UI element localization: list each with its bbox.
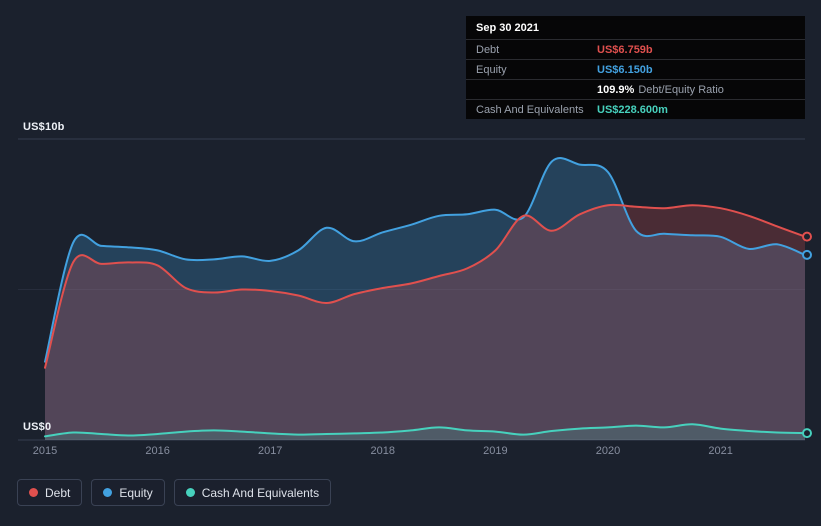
cash-line [44,423,806,438]
x-tick-label: 2018 [371,445,395,457]
equity-area [45,158,805,440]
tooltip-ratio-value-group: 109.9% Debt/Equity Ratio [597,84,724,96]
x-tick-label: 2017 [258,445,282,457]
cash-dot-icon [185,488,195,497]
tooltip-equity-row: Equity US$6.150b [466,60,805,80]
x-tick-label: 2019 [483,445,507,457]
cash-end-marker[interactable] [802,428,812,439]
tooltip-debt-row: Debt US$6.759b [466,40,805,60]
equity-end-marker[interactable] [802,249,812,260]
tooltip-equity-label: Equity [476,63,507,76]
tooltip-debt-value: US$6.759b [597,43,653,56]
legend-item-debt[interactable]: Debt [17,479,83,506]
tooltip-equity-value: US$6.150b [597,63,653,76]
x-tick-label: 2016 [145,445,169,457]
tooltip-ratio-label: Debt/Equity Ratio [638,83,724,96]
debt-line [44,203,806,369]
legend-item-cash[interactable]: Cash And Equivalents [173,479,332,506]
legend-item-equity[interactable]: Equity [91,479,165,506]
equity-line [44,157,806,363]
legend-debt-label: Debt [45,485,71,500]
y-axis-label-bottom: US$0 [23,421,52,433]
chart-legend: Debt Equity Cash And Equivalents [17,479,332,506]
debt-dot-icon [29,488,38,497]
tooltip-cash-row: Cash And Equivalents US$228.600m [466,100,805,119]
chart-tooltip: Sep 30 2021 Debt US$6.759b Equity US$6.1… [466,16,805,119]
x-tick-label: 2015 [33,445,57,457]
x-tick-label: 2021 [708,445,732,457]
y-axis-label-top: US$10b [23,121,65,133]
debt-end-marker[interactable] [802,231,812,242]
debt-area [45,204,805,440]
x-tick-label: 2020 [596,445,620,457]
tooltip-date: Sep 30 2021 [466,16,805,40]
cash-area [45,424,805,440]
tooltip-ratio-value: 109.9% [597,83,635,96]
legend-cash-label: Cash And Equivalents [201,485,320,500]
equity-dot-icon [103,488,113,497]
tooltip-ratio-row: 109.9% Debt/Equity Ratio [466,80,805,100]
tooltip-debt-label: Debt [476,43,500,56]
tooltip-cash-label: Cash And Equivalents [476,103,584,116]
tooltip-cash-value: US$228.600m [597,103,668,116]
legend-equity-label: Equity [119,485,153,500]
